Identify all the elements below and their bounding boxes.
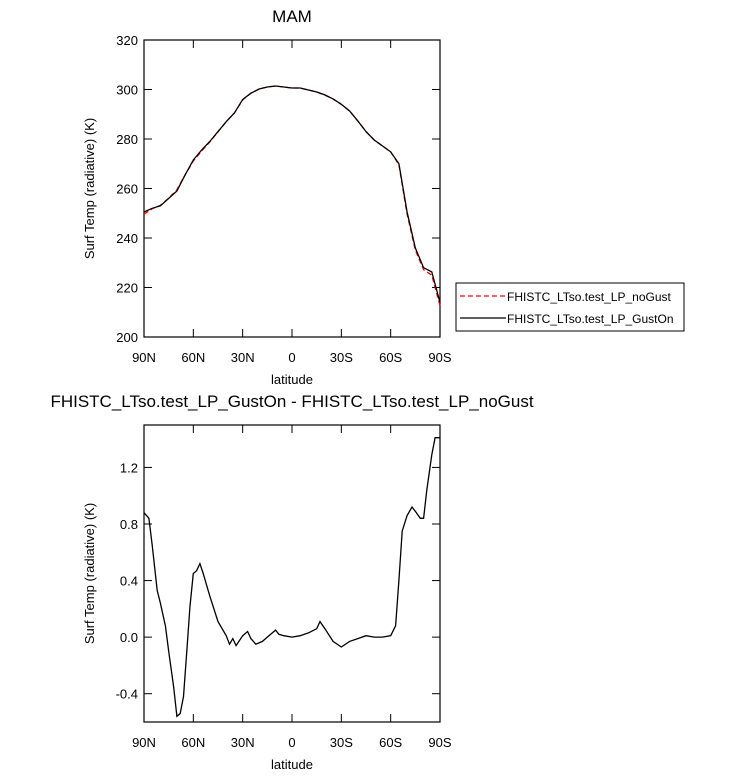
y-tick-label: 300 <box>116 83 138 98</box>
plot-frame <box>143 39 441 338</box>
x-tick-label: 30S <box>330 735 353 750</box>
y-tick-label: 260 <box>116 182 138 197</box>
x-tick-label: 60N <box>181 350 205 365</box>
y-tick-label: 220 <box>116 281 138 296</box>
x-tick-label: 90S <box>428 735 451 750</box>
legend-label: FHISTC_LTso.test_LP_GustOn <box>507 312 674 326</box>
line <box>143 85 441 306</box>
x-axis-label: latitude <box>271 757 313 772</box>
x-tick-label: 90N <box>132 350 156 365</box>
x-tick-label: 30N <box>231 350 255 365</box>
x-tick-label: 90S <box>428 350 451 365</box>
chart-title: FHISTC_LTso.test_LP_GustOn - FHISTC_LTso… <box>50 392 533 411</box>
x-tick-label: 90N <box>132 735 156 750</box>
x-tick-label: 60S <box>379 350 402 365</box>
x-tick-label: 30N <box>231 735 255 750</box>
y-tick-label: 0.8 <box>120 517 138 532</box>
x-tick-label: 0 <box>288 350 295 365</box>
legend-label: FHISTC_LTso.test_LP_noGust <box>507 290 672 304</box>
y-axis-label: Surf Temp (radiative) (K) <box>82 118 97 259</box>
line <box>143 85 441 303</box>
y-tick-label: 0.0 <box>120 630 138 645</box>
y-tick-label: -0.4 <box>116 687 138 702</box>
x-axis-label: latitude <box>271 372 313 387</box>
y-tick-label: 0.4 <box>120 574 138 589</box>
x-tick-label: 0 <box>288 735 295 750</box>
legend-box <box>455 282 685 332</box>
y-tick-label: 280 <box>116 132 138 147</box>
x-tick-label: 60S <box>379 735 402 750</box>
x-tick-label: 60N <box>181 735 205 750</box>
y-tick-label: 200 <box>116 330 138 345</box>
chart-title: MAM <box>272 7 312 26</box>
y-axis-label: Surf Temp (radiative) (K) <box>82 503 97 644</box>
y-tick-label: 1.2 <box>120 460 138 475</box>
line <box>143 437 440 718</box>
y-tick-label: 240 <box>116 231 138 246</box>
y-tick-label: 320 <box>116 33 138 48</box>
x-tick-label: 30S <box>330 350 353 365</box>
plot-frame <box>143 424 441 723</box>
